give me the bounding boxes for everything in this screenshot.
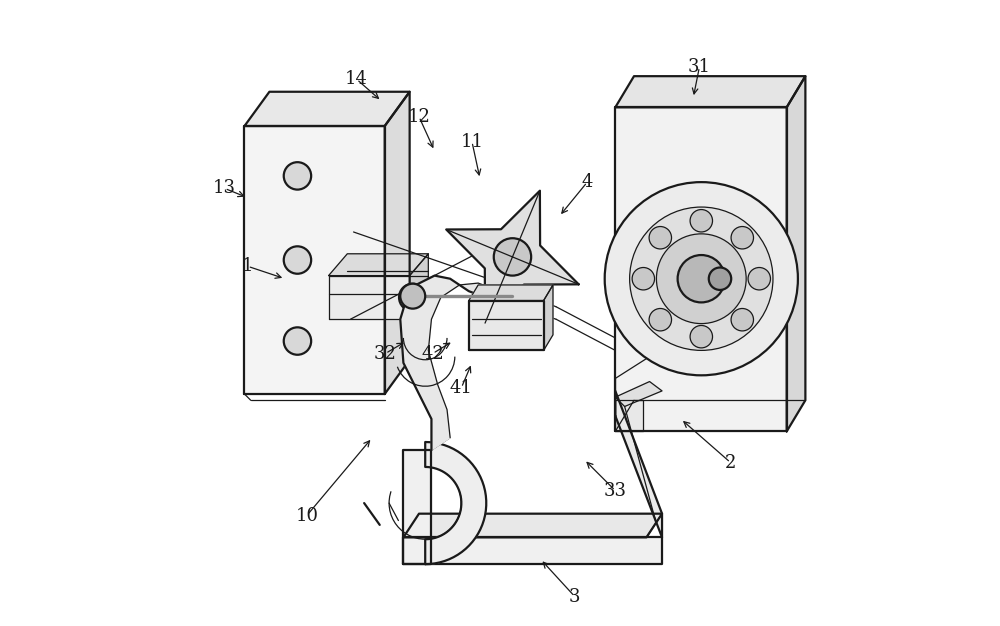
Text: 31: 31: [688, 58, 711, 76]
Polygon shape: [385, 92, 410, 394]
Polygon shape: [615, 76, 805, 107]
Circle shape: [284, 162, 311, 190]
Text: 2: 2: [725, 454, 736, 471]
Circle shape: [690, 210, 713, 232]
Polygon shape: [244, 92, 410, 126]
Text: 42: 42: [421, 344, 444, 362]
Text: 33: 33: [604, 481, 627, 500]
Polygon shape: [329, 254, 428, 275]
Circle shape: [494, 239, 531, 275]
Text: 4: 4: [582, 173, 593, 191]
Polygon shape: [469, 300, 544, 351]
Circle shape: [748, 267, 770, 290]
Circle shape: [630, 207, 773, 351]
Circle shape: [649, 309, 672, 331]
Polygon shape: [787, 76, 805, 431]
Polygon shape: [403, 514, 662, 537]
Circle shape: [709, 267, 731, 290]
Polygon shape: [410, 254, 428, 319]
Polygon shape: [544, 285, 553, 351]
Polygon shape: [446, 191, 579, 323]
Text: 12: 12: [408, 108, 430, 126]
Text: 11: 11: [460, 133, 483, 151]
Polygon shape: [615, 382, 662, 406]
Polygon shape: [403, 537, 662, 563]
Circle shape: [605, 182, 798, 376]
Polygon shape: [425, 442, 486, 564]
Text: 41: 41: [450, 379, 473, 397]
Text: 13: 13: [213, 180, 236, 197]
Polygon shape: [329, 275, 428, 319]
Circle shape: [731, 227, 754, 249]
Circle shape: [400, 284, 425, 309]
Circle shape: [731, 309, 754, 331]
Circle shape: [649, 227, 672, 249]
Text: 10: 10: [295, 506, 318, 525]
Text: 3: 3: [569, 588, 581, 605]
Polygon shape: [615, 400, 643, 431]
Circle shape: [678, 255, 725, 302]
Polygon shape: [244, 126, 385, 394]
Polygon shape: [615, 107, 787, 431]
Circle shape: [284, 246, 311, 274]
Circle shape: [690, 326, 713, 348]
Text: 1: 1: [242, 257, 253, 275]
Polygon shape: [403, 450, 431, 563]
Text: 32: 32: [374, 344, 397, 362]
Polygon shape: [400, 275, 541, 450]
Circle shape: [632, 267, 655, 290]
Circle shape: [284, 327, 311, 355]
Polygon shape: [646, 514, 662, 537]
Polygon shape: [615, 391, 662, 537]
Circle shape: [399, 284, 426, 311]
Polygon shape: [469, 285, 553, 300]
Text: 14: 14: [345, 70, 368, 88]
Circle shape: [656, 234, 746, 324]
